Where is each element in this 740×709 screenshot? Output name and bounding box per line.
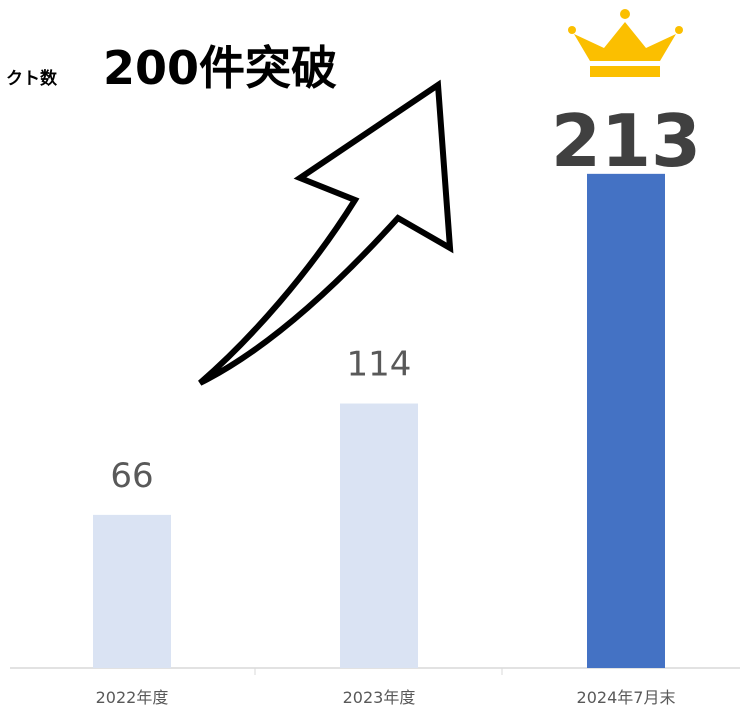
bar [93, 514, 171, 668]
x-tick-label: 2022年度 [96, 688, 169, 707]
bar [340, 403, 418, 668]
annotation: 200件突破 [103, 41, 337, 95]
bar [587, 173, 665, 668]
x-tick-label: 2023年度 [343, 688, 416, 707]
chart-title: クト数 [6, 68, 58, 89]
value-label: 114 [347, 345, 412, 385]
arrow [198, 79, 454, 386]
value-label: 66 [110, 456, 153, 496]
value-label: 213 [551, 99, 701, 183]
crown [568, 9, 683, 77]
x-tick-label: 2024年7月末 [577, 688, 676, 707]
